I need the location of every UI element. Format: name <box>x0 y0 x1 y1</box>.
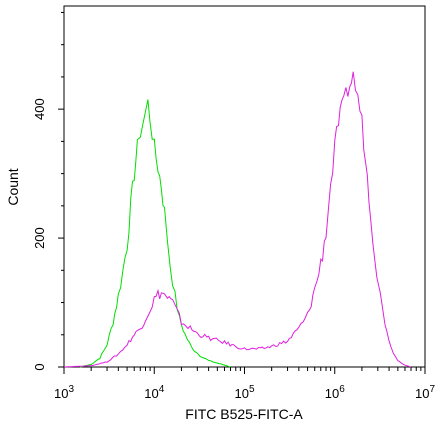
x-tick-label: 106 <box>325 384 345 401</box>
series-line-1 <box>63 71 412 368</box>
y-tick-label: 200 <box>32 227 47 249</box>
x-tick-label: 105 <box>234 384 254 401</box>
x-axis-title: FITC B525-FITC-A <box>185 406 303 422</box>
y-axis-title: Count <box>5 168 21 205</box>
y-tick-label: 400 <box>32 98 47 120</box>
series-line-0 <box>79 99 231 368</box>
x-axis: 103 104 105 106 107 <box>54 367 435 401</box>
y-tick-label: 0 <box>32 363 47 370</box>
x-tick-label: 103 <box>54 384 74 401</box>
y-axis: 0 200 400 <box>32 11 64 371</box>
plot-frame <box>63 5 426 368</box>
x-tick-label: 107 <box>415 384 435 401</box>
series-layer <box>63 71 412 368</box>
x-tick-label: 104 <box>144 384 164 401</box>
